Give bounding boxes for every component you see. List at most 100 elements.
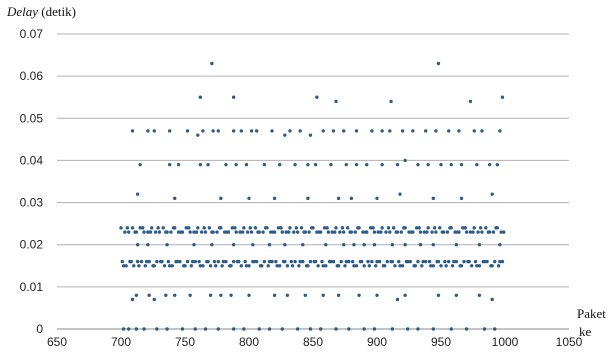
data-point (139, 163, 142, 166)
data-point (333, 230, 336, 233)
data-point (373, 243, 376, 246)
data-point (433, 226, 436, 229)
data-point (217, 327, 220, 330)
data-point (272, 230, 275, 233)
data-point (370, 260, 373, 263)
data-point (218, 226, 221, 229)
data-point (452, 260, 455, 263)
data-point (286, 264, 289, 267)
data-point (368, 264, 371, 267)
data-point (232, 327, 235, 330)
data-point (460, 197, 463, 200)
data-point (210, 230, 213, 233)
data-point (168, 264, 171, 267)
data-point (396, 163, 399, 166)
data-point (424, 129, 427, 132)
data-point (292, 230, 295, 233)
data-point (242, 327, 245, 330)
data-point (137, 264, 140, 267)
data-point (428, 260, 431, 263)
data-point (392, 226, 395, 229)
data-point (339, 260, 342, 263)
data-point (306, 264, 309, 267)
data-point (122, 327, 125, 330)
data-point (456, 230, 459, 233)
data-point (122, 264, 125, 267)
gridlines (57, 34, 569, 287)
data-point (411, 129, 414, 132)
data-point (366, 260, 369, 263)
y-tick-label: 0.05 (20, 111, 44, 125)
data-point (243, 260, 246, 263)
y-axis-label-unit: (detik) (38, 4, 76, 19)
data-point (256, 230, 259, 233)
data-point (127, 327, 130, 330)
data-point (156, 226, 159, 229)
data-point (373, 327, 376, 330)
data-point (334, 226, 337, 229)
data-point (401, 129, 404, 132)
data-point (295, 226, 298, 229)
data-point (384, 230, 387, 233)
data-point (149, 230, 152, 233)
data-point (287, 230, 290, 233)
data-point (469, 100, 472, 103)
x-tick-label: 950 (431, 335, 451, 349)
data-point (383, 264, 386, 267)
data-point (283, 260, 286, 263)
data-point (283, 243, 286, 246)
data-point (465, 230, 468, 233)
data-point (188, 230, 191, 233)
data-point (451, 264, 454, 267)
data-point (168, 163, 171, 166)
data-point (288, 226, 291, 229)
data-point (131, 129, 134, 132)
data-point (388, 230, 391, 233)
data-point (247, 294, 250, 297)
data-point (224, 163, 227, 166)
data-point (322, 264, 325, 267)
data-point (136, 243, 139, 246)
data-point (199, 264, 202, 267)
data-point (232, 260, 235, 263)
data-point (267, 264, 270, 267)
data-point (232, 243, 235, 246)
data-point (379, 230, 382, 233)
data-point (220, 264, 223, 267)
data-point (199, 163, 202, 166)
data-point (279, 226, 282, 229)
data-point (389, 100, 392, 103)
data-point (145, 260, 148, 263)
data-point (268, 327, 271, 330)
y-axis-label-italic: Delay (6, 4, 38, 19)
data-point (474, 260, 477, 263)
data-point (123, 230, 126, 233)
data-point (483, 327, 486, 330)
data-point (403, 243, 406, 246)
data-point (406, 260, 409, 263)
data-point (498, 129, 501, 132)
data-point (391, 327, 394, 330)
data-point (304, 294, 307, 297)
data-point (470, 264, 473, 267)
data-point (240, 264, 243, 267)
data-point (246, 230, 249, 233)
data-point (309, 260, 312, 263)
data-point (473, 226, 476, 229)
data-point (374, 264, 377, 267)
data-point (296, 327, 299, 330)
data-point (162, 226, 165, 229)
data-point (447, 260, 450, 263)
data-point (131, 226, 134, 229)
data-point (309, 327, 312, 330)
y-axis-label: Delay (detik) (6, 4, 76, 19)
x-axis-label-line1: Paket (577, 306, 606, 321)
data-point (462, 260, 465, 263)
data-point (307, 230, 310, 233)
data-point (345, 260, 348, 263)
data-point (478, 243, 481, 246)
data-point (352, 243, 355, 246)
data-point (346, 226, 349, 229)
data-point (214, 264, 217, 267)
data-point (478, 294, 481, 297)
